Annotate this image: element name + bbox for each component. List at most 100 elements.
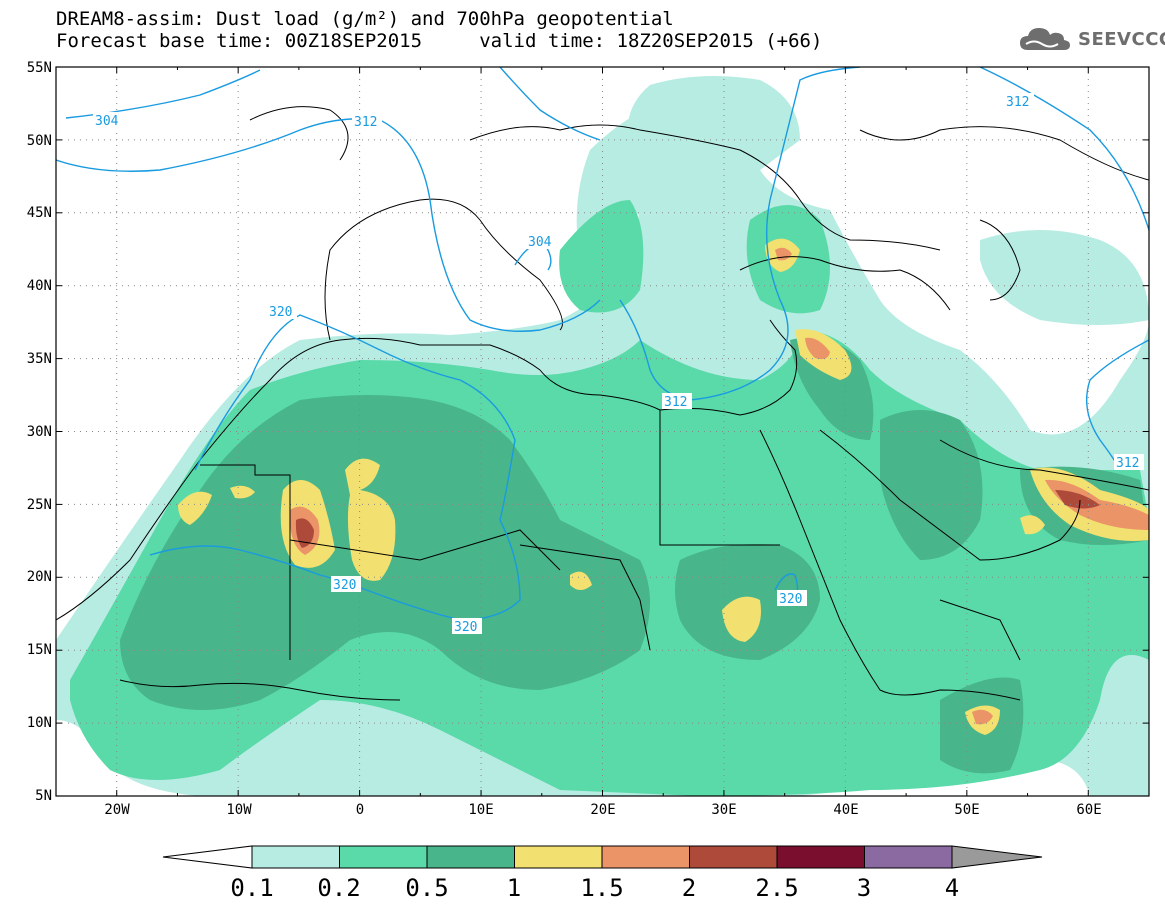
contour-320-west bbox=[149, 314, 521, 621]
dust-band-1-sudan bbox=[722, 596, 761, 642]
russia-border bbox=[859, 126, 1149, 181]
dust-band-1-5-somalia bbox=[972, 709, 993, 725]
colorbar-low-triangle bbox=[162, 845, 253, 869]
lat-label: 25N bbox=[27, 497, 52, 513]
map-area: 304 312 304 320 320 320 312 320 312 312 bbox=[56, 67, 1149, 796]
colorbar-label: 4 bbox=[945, 874, 959, 902]
border-yemen bbox=[939, 599, 1021, 661]
logo-text: SEEVCCC bbox=[1078, 28, 1165, 50]
british-isles bbox=[249, 106, 349, 161]
colorbar-label: 1 bbox=[507, 874, 521, 902]
border-west-africa bbox=[119, 679, 401, 701]
contour-label-312: 312 bbox=[664, 395, 687, 410]
contour-label-304: 304 bbox=[95, 114, 119, 129]
red-sea-coast bbox=[759, 429, 1021, 701]
colorbar-label: 0.5 bbox=[405, 874, 448, 902]
lon-label: 0 bbox=[356, 802, 364, 818]
colorbar-swatch bbox=[776, 845, 865, 869]
coastlines bbox=[56, 106, 1149, 701]
contour-label-312: 312 bbox=[1006, 95, 1029, 110]
lon-label: 10W bbox=[226, 802, 252, 818]
colorbar-label: 2.5 bbox=[755, 874, 798, 902]
lon-label: 50E bbox=[954, 802, 979, 818]
contour-label-312: 312 bbox=[354, 115, 377, 130]
cloud-logo-icon bbox=[1020, 28, 1070, 50]
lat-label: 50N bbox=[27, 133, 52, 149]
colorbar-swatch bbox=[426, 845, 515, 869]
colorbar-swatches bbox=[251, 845, 953, 869]
contour-312-ne bbox=[979, 67, 1149, 231]
contour-label-320: 320 bbox=[779, 592, 802, 607]
lon-label: 30E bbox=[711, 802, 736, 818]
lon-label: 60E bbox=[1076, 802, 1101, 818]
lat-label: 30N bbox=[27, 424, 52, 440]
lat-label: 55N bbox=[27, 60, 52, 76]
lat-label: 15N bbox=[27, 642, 52, 658]
lat-label: 5N bbox=[35, 788, 52, 804]
dust-band-1-f bbox=[1020, 515, 1045, 535]
dust-band-1-5-syria bbox=[805, 337, 830, 360]
colorbar-swatch bbox=[251, 845, 340, 869]
dust-band-0-5-arabia bbox=[880, 410, 983, 560]
lon-label: 10E bbox=[468, 802, 493, 818]
lat-labels: 55N 50N 45N 40N 35N 30N 25N 20N 15N 10N … bbox=[27, 60, 52, 804]
colorbar-swatch bbox=[864, 845, 953, 869]
dust-band-0-2-adriatic bbox=[559, 200, 644, 313]
lon-label: 40E bbox=[833, 802, 858, 818]
border-chad bbox=[519, 544, 651, 651]
contour-labels: 304 312 304 320 320 320 312 320 312 312 bbox=[93, 93, 1144, 635]
contour-label-320: 320 bbox=[454, 620, 477, 635]
colorbar-swatch bbox=[689, 845, 778, 869]
contour-312-west bbox=[56, 118, 601, 332]
colorbar-label: 2 bbox=[682, 874, 696, 902]
colorbar: 0.1 0.2 0.5 1 1.5 2 2.5 3 4 bbox=[162, 845, 1043, 902]
iberia-france-coast bbox=[324, 198, 563, 341]
north-africa-coast bbox=[56, 319, 798, 621]
colorbar-swatch bbox=[339, 845, 428, 869]
lat-label: 10N bbox=[27, 715, 52, 731]
lon-label: 20W bbox=[104, 802, 130, 818]
arabia-coast bbox=[819, 429, 1081, 561]
axis-ticks bbox=[55, 66, 1150, 797]
lat-label: 40N bbox=[27, 278, 52, 294]
dust-band-1-c bbox=[178, 491, 212, 525]
contour-304-n bbox=[499, 67, 601, 141]
graticule bbox=[56, 67, 1149, 796]
contour-label-312: 312 bbox=[1116, 456, 1139, 471]
map-title: DREAM8-assim: Dust load (g/m²) and 700hP… bbox=[56, 8, 674, 30]
contour-label-320: 320 bbox=[333, 578, 356, 593]
colorbar-label: 0.2 bbox=[317, 874, 360, 902]
colorbar-swatch bbox=[514, 845, 603, 869]
colorbar-frame bbox=[251, 845, 953, 869]
lat-label: 20N bbox=[27, 569, 52, 585]
contour-312-central bbox=[619, 67, 861, 401]
colorbar-high-triangle bbox=[951, 845, 1043, 869]
colorbar-label: 1.5 bbox=[580, 874, 623, 902]
border-algeria-mali bbox=[289, 529, 561, 571]
dust-band-0-1-caspian bbox=[980, 230, 1149, 325]
border-w-sahara bbox=[200, 464, 291, 660]
contour-label-320: 320 bbox=[269, 305, 292, 320]
colorbar-label: 0.1 bbox=[230, 874, 273, 902]
dust-band-2-oman bbox=[1055, 490, 1100, 509]
contour-312-east bbox=[1085, 339, 1149, 471]
lat-label: 45N bbox=[27, 205, 52, 221]
contour-label-304: 304 bbox=[528, 235, 552, 250]
lon-label: 20E bbox=[590, 802, 615, 818]
caspian-sea bbox=[979, 219, 1021, 301]
dust-band-1-e bbox=[570, 571, 592, 590]
lat-label: 35N bbox=[27, 351, 52, 367]
dust-band-2-a bbox=[295, 518, 314, 548]
colorbar-label: 3 bbox=[857, 874, 871, 902]
border-egypt-libya bbox=[659, 410, 780, 546]
dust-band-0-1-med bbox=[630, 257, 787, 368]
gulf-coast bbox=[939, 439, 1149, 491]
map-subtitle: Forecast base time: 00Z18SEP2015 valid t… bbox=[56, 30, 823, 52]
colorbar-swatch bbox=[601, 845, 690, 869]
geopotential-contours bbox=[56, 67, 1149, 621]
lon-labels: 20W 10W 0 10E 20E 30E 40E 50E 60E bbox=[104, 802, 1101, 818]
seevccc-logo: SEEVCCC bbox=[1018, 22, 1165, 56]
europe-inner-border bbox=[469, 124, 941, 251]
turkey-coast bbox=[739, 256, 951, 311]
